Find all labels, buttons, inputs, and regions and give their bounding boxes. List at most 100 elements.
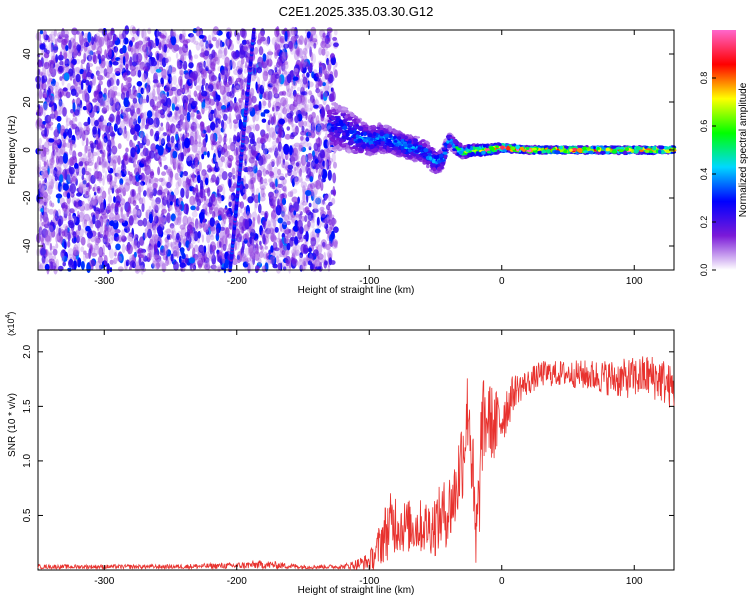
noise-cell	[307, 80, 310, 90]
noise-cell	[94, 244, 100, 255]
noise-cell	[263, 109, 270, 114]
noise-cell	[274, 150, 280, 160]
noise-cell	[319, 149, 325, 159]
noise-cell	[292, 246, 296, 256]
noise-cell	[125, 63, 129, 70]
noise-cell	[151, 233, 159, 243]
noise-cell	[207, 168, 213, 173]
noise-cell	[190, 139, 195, 145]
noise-cell	[118, 30, 123, 41]
noise-cell	[170, 172, 174, 181]
noise-cell	[307, 167, 311, 178]
noise-cell	[290, 170, 297, 177]
noise-cell	[221, 211, 225, 219]
noise-cell	[256, 66, 263, 74]
noise-cell	[52, 248, 58, 256]
noise-cell	[110, 90, 115, 101]
noise-cell	[325, 243, 331, 251]
noise-cell	[266, 232, 269, 239]
noise-cell	[205, 82, 209, 91]
noise-cell	[281, 149, 284, 160]
noise-cell	[286, 242, 291, 251]
noise-cell	[122, 154, 128, 161]
noise-cell	[179, 33, 183, 40]
noise-cell	[315, 179, 321, 190]
noise-cell	[194, 121, 198, 132]
noise-cell	[137, 247, 144, 254]
noise-cell	[258, 203, 262, 214]
noise-cell	[103, 135, 108, 143]
noise-cell	[118, 218, 124, 223]
noise-cell	[153, 83, 157, 88]
noise-cell	[242, 76, 246, 83]
noise-cell	[184, 137, 190, 149]
noise-cell	[238, 97, 244, 103]
noise-cell	[301, 55, 304, 64]
noise-cell	[46, 148, 50, 155]
noise-cell	[138, 58, 142, 66]
noise-cell	[226, 91, 232, 97]
noise-cell	[283, 60, 289, 65]
noise-cell	[327, 249, 333, 260]
noise-cell	[103, 87, 108, 95]
noise-cell	[86, 155, 91, 165]
noise-cell	[165, 83, 171, 88]
noise-cell	[262, 168, 267, 177]
noise-cell	[42, 65, 47, 76]
noise-cell	[177, 212, 182, 221]
noise-cell	[123, 129, 128, 139]
noise-cell	[317, 80, 324, 87]
noise-cell	[326, 85, 333, 94]
noise-cell	[166, 168, 171, 174]
noise-cell	[90, 142, 97, 149]
noise-cell	[195, 193, 199, 203]
noise-cell	[242, 188, 247, 194]
noise-cell	[310, 219, 315, 229]
noise-cell	[320, 210, 327, 218]
noise-cell	[142, 117, 145, 129]
noise-cell	[288, 259, 292, 269]
noise-cell	[79, 128, 83, 139]
noise-cell	[274, 107, 279, 116]
noise-cell	[234, 112, 239, 118]
noise-cell	[286, 126, 291, 131]
noise-cell	[169, 225, 176, 234]
noise-cell	[300, 154, 307, 166]
noise-cell	[234, 96, 237, 104]
noise-cell	[257, 214, 261, 224]
noise-cell	[234, 85, 241, 93]
noise-cell	[327, 265, 331, 272]
noise-cell	[53, 142, 57, 149]
noise-cell	[262, 234, 266, 245]
noise-cell	[277, 172, 284, 179]
noise-cell	[125, 107, 131, 112]
noise-cell	[147, 252, 151, 260]
noise-cell	[117, 155, 121, 166]
noise-cell	[55, 258, 59, 270]
noise-cell	[42, 173, 45, 179]
noise-cell	[259, 185, 266, 191]
noise-cell	[108, 164, 111, 171]
noise-cell	[65, 117, 72, 127]
noise-cell	[62, 183, 69, 191]
noise-cell	[297, 196, 300, 204]
noise-cell	[300, 164, 307, 173]
noise-cell	[105, 242, 111, 248]
noise-cell	[258, 192, 261, 204]
noise-cell	[124, 226, 130, 233]
noise-cell	[123, 72, 128, 82]
noise-cell	[333, 240, 338, 248]
noise-cell	[186, 228, 190, 239]
noise-cell	[62, 209, 69, 214]
noise-cell	[261, 99, 266, 109]
noise-cell	[69, 183, 77, 194]
noise-cell	[110, 259, 116, 266]
noise-cell	[205, 40, 209, 49]
noise-cell	[104, 34, 108, 46]
noise-cell	[182, 170, 188, 177]
noise-cell	[80, 261, 85, 270]
noise-cell	[215, 162, 219, 169]
noise-cell	[97, 54, 102, 60]
noise-cell	[325, 50, 330, 57]
noise-cell	[141, 117, 146, 126]
